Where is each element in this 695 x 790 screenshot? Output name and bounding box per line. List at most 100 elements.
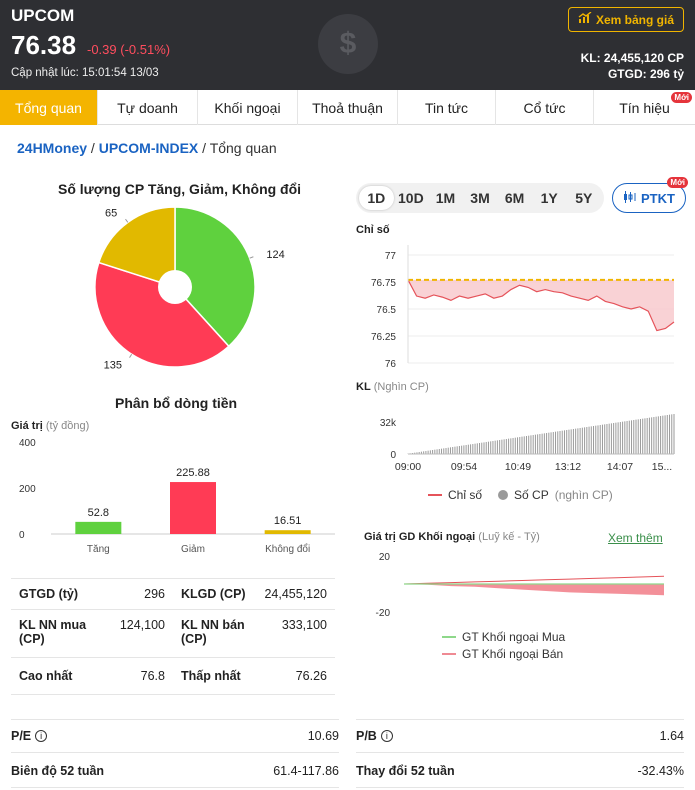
volume-label: KL <box>356 381 371 393</box>
period-10d[interactable]: 10D <box>398 190 424 206</box>
change-52w-value: -32.43% <box>637 764 684 778</box>
update-time: Cập nhật lúc: 15:01:54 13/03 <box>11 67 159 79</box>
range-52w-label: Biên độ 52 tuần <box>11 764 105 778</box>
flow-title: Phân bổ dòng tiền <box>115 395 238 411</box>
period-6m[interactable]: 6M <box>504 190 525 206</box>
y-tick-label: 0 <box>390 450 396 461</box>
foreign-title-label: Giá trị GD Khối ngoại <box>364 531 476 543</box>
info-icon[interactable]: i <box>380 730 393 742</box>
tab-overview[interactable]: Tổng quan <box>0 90 98 125</box>
tab-foreign[interactable]: Khối ngoại <box>198 90 298 125</box>
pie-title: Số lượng CP Tăng, Giảm, Không đổi <box>58 181 302 197</box>
volume-unit: (Nghìn CP) <box>373 381 429 393</box>
foreign-title: Giá trị GD Khối ngoại (Luỹ kế - Tỷ) <box>364 531 540 543</box>
tab-dividend[interactable]: Cổ tức <box>496 90 594 125</box>
breadcrumb-separator: / <box>87 140 99 156</box>
price-board-button[interactable]: Xem bảng giá <box>568 7 684 32</box>
pie-leader-line <box>249 256 254 259</box>
volume-dot-swatch <box>498 490 509 500</box>
intraday-index-chart: 77 76.75 76.5 76.25 76 <box>371 245 675 370</box>
pie-slice-label: 135 <box>104 359 122 371</box>
stat-value: 333,100 <box>281 618 327 632</box>
tab-signals-label: Tín hiệu <box>619 99 670 116</box>
y-tick-label: 0 <box>19 530 25 541</box>
index-price: 76.38 <box>11 30 77 60</box>
breadcrumb-index-link[interactable]: UPCOM-INDEX <box>98 140 199 156</box>
candlestick-icon <box>623 190 637 206</box>
stat-value: 124,100 <box>119 618 165 632</box>
x-tick-label: 14:07 <box>607 461 633 473</box>
buy-line <box>403 575 665 585</box>
tab-proprietary[interactable]: Tự doanh <box>98 90 198 125</box>
pe-label: P/E <box>11 729 32 743</box>
breadcrumb-separator: / <box>198 140 210 156</box>
foreign-sell-legend: GT Khối ngoại Bán <box>442 647 563 661</box>
stat-label: GTGD (tỷ) <box>19 587 79 601</box>
pb-value: 1.64 <box>659 729 684 743</box>
bar <box>75 521 122 534</box>
stat-klgd: KLGD (CP) 24,455,120 <box>173 579 335 609</box>
advance-decline-pie-chart: 124 135 65 <box>94 206 285 371</box>
stat-value: 76.26 <box>295 669 327 683</box>
tab-negotiated[interactable]: Thoả thuận <box>298 90 398 125</box>
stat-foreign-sell: KL NN bán (CP) 333,100 <box>173 610 335 657</box>
stats-row: Cao nhất 76.8 Thấp nhất 76.26 <box>11 658 335 695</box>
flow-axis-title: Giá trị (tỷ đồng) <box>11 420 89 432</box>
breadcrumb: 24HMoney / UPCOM-INDEX / Tổng quan <box>17 140 277 156</box>
stat-value: 76.8 <box>140 669 165 683</box>
intraday-volume-chart: 32k 009:00 09:54 10:49 13:12 14:07 15... <box>380 414 675 473</box>
see-more-link[interactable]: Xem thêm <box>608 531 663 545</box>
period-5y[interactable]: 5Y <box>575 190 593 206</box>
bar-value-label: 52.8 <box>88 507 109 519</box>
x-tick-label: 13:12 <box>555 461 581 473</box>
value-summary: GTGD: 296 tỷ <box>607 67 684 81</box>
change-52w-label: Thay đổi 52 tuần <box>356 764 455 778</box>
period-selector: 1D 10D 1M 3M 6M 1Y 5Y <box>356 183 604 213</box>
buy-line-swatch <box>442 636 456 638</box>
legend-label: Chỉ số <box>448 488 483 502</box>
legend-label: GT Khối ngoại Mua <box>462 630 566 644</box>
stat-label: KL NN mua (CP) <box>19 618 87 646</box>
bar <box>264 530 311 534</box>
stat-low: Thấp nhất 76.26 <box>173 658 335 694</box>
x-tick-label: 15... <box>652 461 672 473</box>
watermark-logo-icon: $ <box>318 14 378 74</box>
header: UPCOM 76.38 -0.39 (-0.51%) Cập nhật lúc:… <box>0 0 695 90</box>
period-1y[interactable]: 1Y <box>540 190 558 206</box>
pb-label: P/B <box>356 729 377 743</box>
change-52w-row: Thay đổi 52 tuần -32.43% <box>356 755 684 788</box>
foreign-trading-chart: 20 -20 <box>376 552 665 619</box>
y-tick-label: 76 <box>385 359 397 370</box>
pe-value: 10.69 <box>307 729 339 743</box>
x-tick-label: Giảm <box>181 544 205 555</box>
range-52w-row: Biên độ 52 tuần 61.4-117.86 <box>11 755 339 788</box>
money-flow-bar-chart: 400 200 0 52.8 Tăng 225.88 Giảm 16.51 Không đổi <box>19 438 335 555</box>
period-1d[interactable]: 1D <box>359 186 394 210</box>
tab-news[interactable]: Tin tức <box>398 90 496 125</box>
volume-axis-title: KL (Nghìn CP) <box>356 381 429 393</box>
sell-line-swatch <box>442 653 456 655</box>
x-tick-label: 09:54 <box>451 461 477 473</box>
info-icon[interactable]: i <box>35 730 48 742</box>
ptkt-button[interactable]: PTKT Mới <box>612 177 688 213</box>
period-3m[interactable]: 3M <box>470 190 490 206</box>
volume-summary: KL: 24,455,120 CP <box>580 51 684 65</box>
period-1m[interactable]: 1M <box>435 190 456 206</box>
y-tick-label: 400 <box>19 438 36 449</box>
tab-signals[interactable]: Tín hiệu Mới <box>594 90 695 125</box>
ptkt-label: PTKT <box>641 190 675 206</box>
y-tick-label: -20 <box>376 608 391 619</box>
breadcrumb-home-link[interactable]: 24HMoney <box>17 140 88 156</box>
pie-leader-line <box>129 353 133 358</box>
y-tick-label: 200 <box>19 484 36 495</box>
y-tick-label: 76.25 <box>371 332 396 343</box>
stats-row: GTGD (tỷ) 296 KLGD (CP) 24,455,120 <box>11 578 335 610</box>
index-axis-title: Chỉ số <box>356 224 390 236</box>
stats-row: KL NN mua (CP) 124,100 KL NN bán (CP) 333,… <box>11 610 335 658</box>
x-tick-label: Không đổi <box>265 543 310 555</box>
bar-value-label: 16.51 <box>274 515 302 527</box>
y-tick-label: 20 <box>379 552 391 563</box>
flow-ylabel: Giá trị <box>11 420 43 432</box>
tab-bar: Tổng quan Tự doanh Khối ngoại Thoả thuận… <box>0 90 695 125</box>
stat-label: KLGD (CP) <box>181 587 246 601</box>
